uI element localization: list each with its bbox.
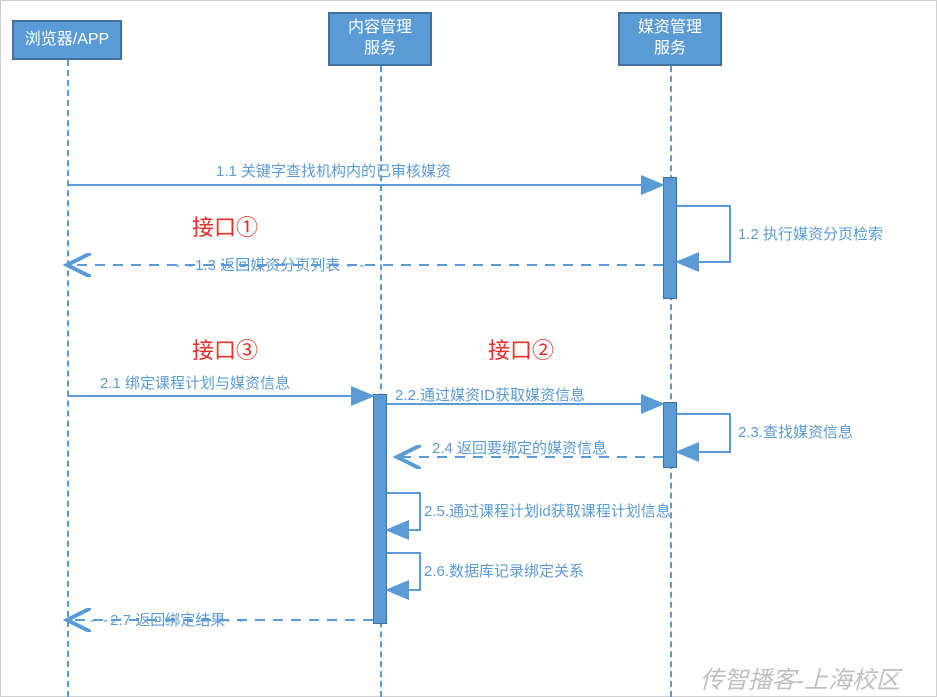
arrow-2-5 bbox=[387, 493, 420, 530]
activation-content-1 bbox=[373, 394, 387, 624]
msg-2-2: 2.2.通过媒资ID获取媒资信息 bbox=[395, 384, 585, 405]
msg-1-1: 1.1 关键字查找机构内的已审核媒资 bbox=[216, 160, 451, 181]
diagram-frame bbox=[0, 0, 937, 697]
arrow-2-6 bbox=[387, 553, 420, 590]
participant-media-label: 媒资管理 服务 bbox=[638, 18, 702, 60]
participant-content: 内容管理 服务 bbox=[328, 12, 432, 66]
lifeline-browser bbox=[67, 60, 69, 697]
arrow-1-2 bbox=[677, 206, 730, 262]
activation-media-2 bbox=[663, 402, 677, 468]
msg-2-7: - -2.7 返回绑定结果- - bbox=[90, 609, 245, 630]
msg-1-2: 1.2 执行媒资分页检索 bbox=[738, 223, 883, 244]
arrows-layer bbox=[0, 0, 937, 697]
lifeline-media bbox=[670, 66, 672, 697]
msg-1-3: - -1.3 返回媒资分页列表 - - bbox=[175, 254, 367, 275]
arrow-2-3 bbox=[677, 414, 730, 452]
msg-2-5: 2.5.通过课程计划id获取课程计划信息 bbox=[424, 500, 671, 521]
participant-media: 媒资管理 服务 bbox=[618, 12, 722, 66]
msg-2-1: 2.1 绑定课程计划与媒资信息 bbox=[100, 372, 290, 393]
participant-browser-label: 浏览器/APP bbox=[25, 30, 109, 51]
interface-2: 接口② bbox=[488, 333, 554, 365]
interface-1: 接口① bbox=[192, 210, 258, 242]
participant-browser: 浏览器/APP bbox=[12, 20, 122, 60]
msg-2-4: 2.4 返回要绑定的媒资信息 bbox=[432, 437, 607, 458]
msg-2-6: 2.6.数据库记录绑定关系 bbox=[424, 560, 584, 581]
participant-content-label: 内容管理 服务 bbox=[348, 18, 412, 60]
watermark: 传智播客-上海校区 bbox=[700, 660, 900, 695]
interface-3: 接口③ bbox=[192, 333, 258, 365]
msg-2-3: 2.3.查找媒资信息 bbox=[738, 421, 853, 442]
activation-media-1 bbox=[663, 177, 677, 299]
